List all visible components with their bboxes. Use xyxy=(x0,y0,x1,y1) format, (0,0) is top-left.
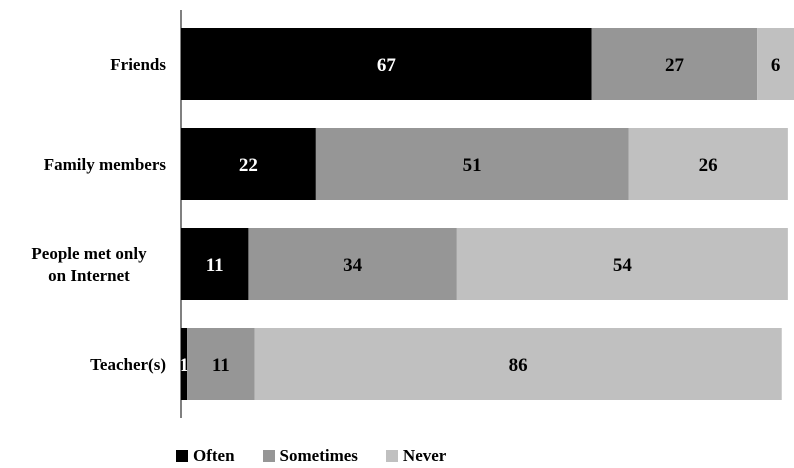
bar-segment-never-people-met-only-on-internet xyxy=(456,228,788,300)
data-label-often-friends: 67 xyxy=(377,55,397,76)
data-label-never-family-members: 26 xyxy=(699,155,718,176)
legend-item-often: Often xyxy=(176,446,235,466)
bar-segment-often-family-members xyxy=(181,128,316,200)
data-label-often-teacher-s: 1 xyxy=(179,355,189,376)
category-label-line: People met only xyxy=(31,244,147,263)
data-label-often-people-met-only-on-internet: 11 xyxy=(206,255,224,276)
legend-swatch-often xyxy=(176,450,188,462)
bar-segment-never-family-members xyxy=(628,128,788,200)
bar-segment-often-friends xyxy=(181,28,592,100)
data-label-sometimes-people-met-only-on-internet: 34 xyxy=(343,255,363,276)
data-label-sometimes-family-members: 51 xyxy=(463,155,482,176)
category-label-teacher-s: Teacher(s) xyxy=(90,355,166,374)
bar-segment-never-friends xyxy=(757,28,794,100)
bar-segment-sometimes-friends xyxy=(591,28,758,100)
legend-label-sometimes: Sometimes xyxy=(279,446,358,465)
legend-item-sometimes: Sometimes xyxy=(262,446,358,466)
category-label-family-members: Family members xyxy=(44,155,167,174)
bar-segment-often-teacher-s xyxy=(181,328,188,400)
bar-segment-sometimes-people-met-only-on-internet xyxy=(248,228,457,300)
category-label-people-met-only-on-internet: People met only on Internet xyxy=(31,244,147,285)
data-label-never-people-met-only-on-internet: 54 xyxy=(613,255,633,276)
legend-swatch-sometimes xyxy=(262,450,275,462)
category-labels-layer: Friends Family members People met only on I… xyxy=(31,55,166,374)
legend-label-never: Never xyxy=(402,446,447,465)
data-label-never-teacher-s: 86 xyxy=(509,355,528,376)
bar-segment-sometimes-teacher-s xyxy=(187,328,255,400)
category-label-line: on Internet xyxy=(48,266,130,285)
category-label-friends: Friends xyxy=(110,55,166,74)
legend-item-never: Never xyxy=(385,446,447,466)
legend-swatch-never xyxy=(385,450,398,462)
data-label-never-friends: 6 xyxy=(771,55,781,76)
legend: Often Sometimes Never xyxy=(176,446,474,466)
data-label-often-family-members: 22 xyxy=(239,155,258,176)
legend-label-often: Often xyxy=(193,446,235,465)
data-label-sometimes-teacher-s: 11 xyxy=(212,355,230,376)
data-label-sometimes-friends: 27 xyxy=(665,55,685,76)
bar-segment-often-people-met-only-on-internet xyxy=(181,228,249,300)
bar-segment-never-teacher-s xyxy=(254,328,782,400)
bar-segment-sometimes-family-members xyxy=(315,128,629,200)
